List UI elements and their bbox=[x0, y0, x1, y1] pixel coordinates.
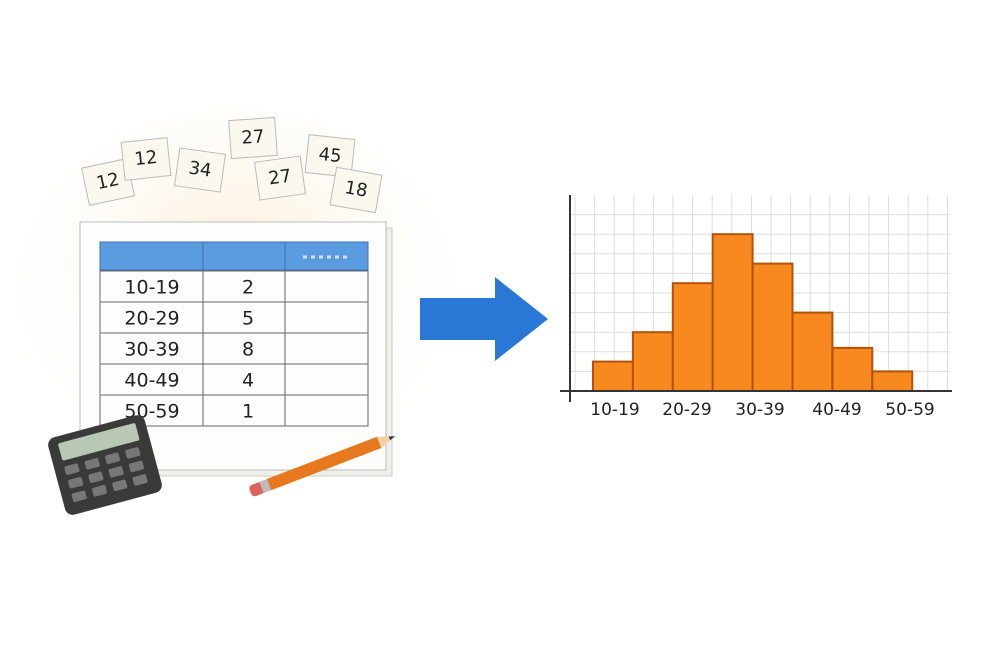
note-text: 45 bbox=[318, 144, 343, 167]
bar bbox=[592, 360, 634, 393]
bar bbox=[671, 282, 714, 393]
x-label: 20-29 bbox=[662, 400, 711, 420]
arrow bbox=[420, 277, 548, 361]
note: 18 bbox=[329, 166, 383, 214]
range-cell: 10-19 bbox=[124, 277, 179, 299]
note-card bbox=[174, 147, 226, 193]
note-card bbox=[120, 137, 172, 181]
bar bbox=[751, 262, 794, 393]
bar bbox=[831, 346, 874, 393]
note-text: 12 bbox=[95, 169, 122, 194]
note-text: 27 bbox=[267, 166, 293, 190]
note: 27 bbox=[254, 155, 306, 201]
table: 10-19 220-29 530-39 840-49 450-59 1 bbox=[99, 241, 369, 427]
x-label: 40-49 bbox=[812, 400, 861, 420]
note-text: 18 bbox=[343, 177, 369, 202]
calculator bbox=[48, 415, 162, 515]
table-row bbox=[99, 394, 369, 427]
pencil bbox=[249, 436, 396, 497]
count-cell: 8 bbox=[242, 339, 254, 361]
note: 12 bbox=[120, 137, 172, 181]
note-card bbox=[304, 134, 356, 178]
histogram: 10-19 20-29 30-39 40-49 50-59 bbox=[590, 233, 935, 420]
note-text: 12 bbox=[133, 147, 158, 170]
x-label: 50-59 bbox=[885, 400, 934, 420]
x-label: 30-39 bbox=[735, 400, 784, 420]
table-header bbox=[99, 241, 369, 271]
note: 34 bbox=[174, 147, 226, 193]
note: 45 bbox=[304, 134, 356, 178]
x-label: 10-19 bbox=[590, 400, 639, 420]
range-cell: 40-49 bbox=[124, 370, 179, 392]
note-card bbox=[228, 116, 278, 160]
note-text: 27 bbox=[241, 126, 265, 149]
note-text: 34 bbox=[187, 158, 213, 182]
count-cell: 5 bbox=[242, 308, 254, 330]
count-cell: 4 bbox=[242, 370, 254, 392]
note-card bbox=[254, 155, 306, 201]
bar bbox=[631, 331, 674, 393]
note: 12 bbox=[80, 158, 136, 206]
note-card bbox=[329, 166, 383, 214]
range-cell: 20-29 bbox=[124, 308, 179, 330]
range-cell: 30-39 bbox=[124, 339, 179, 361]
bar bbox=[791, 311, 834, 393]
note: 27 bbox=[228, 116, 278, 160]
count-cell: 1 bbox=[242, 401, 254, 423]
count-cell: 2 bbox=[242, 277, 254, 299]
bar bbox=[711, 233, 754, 392]
bar bbox=[871, 370, 914, 392]
